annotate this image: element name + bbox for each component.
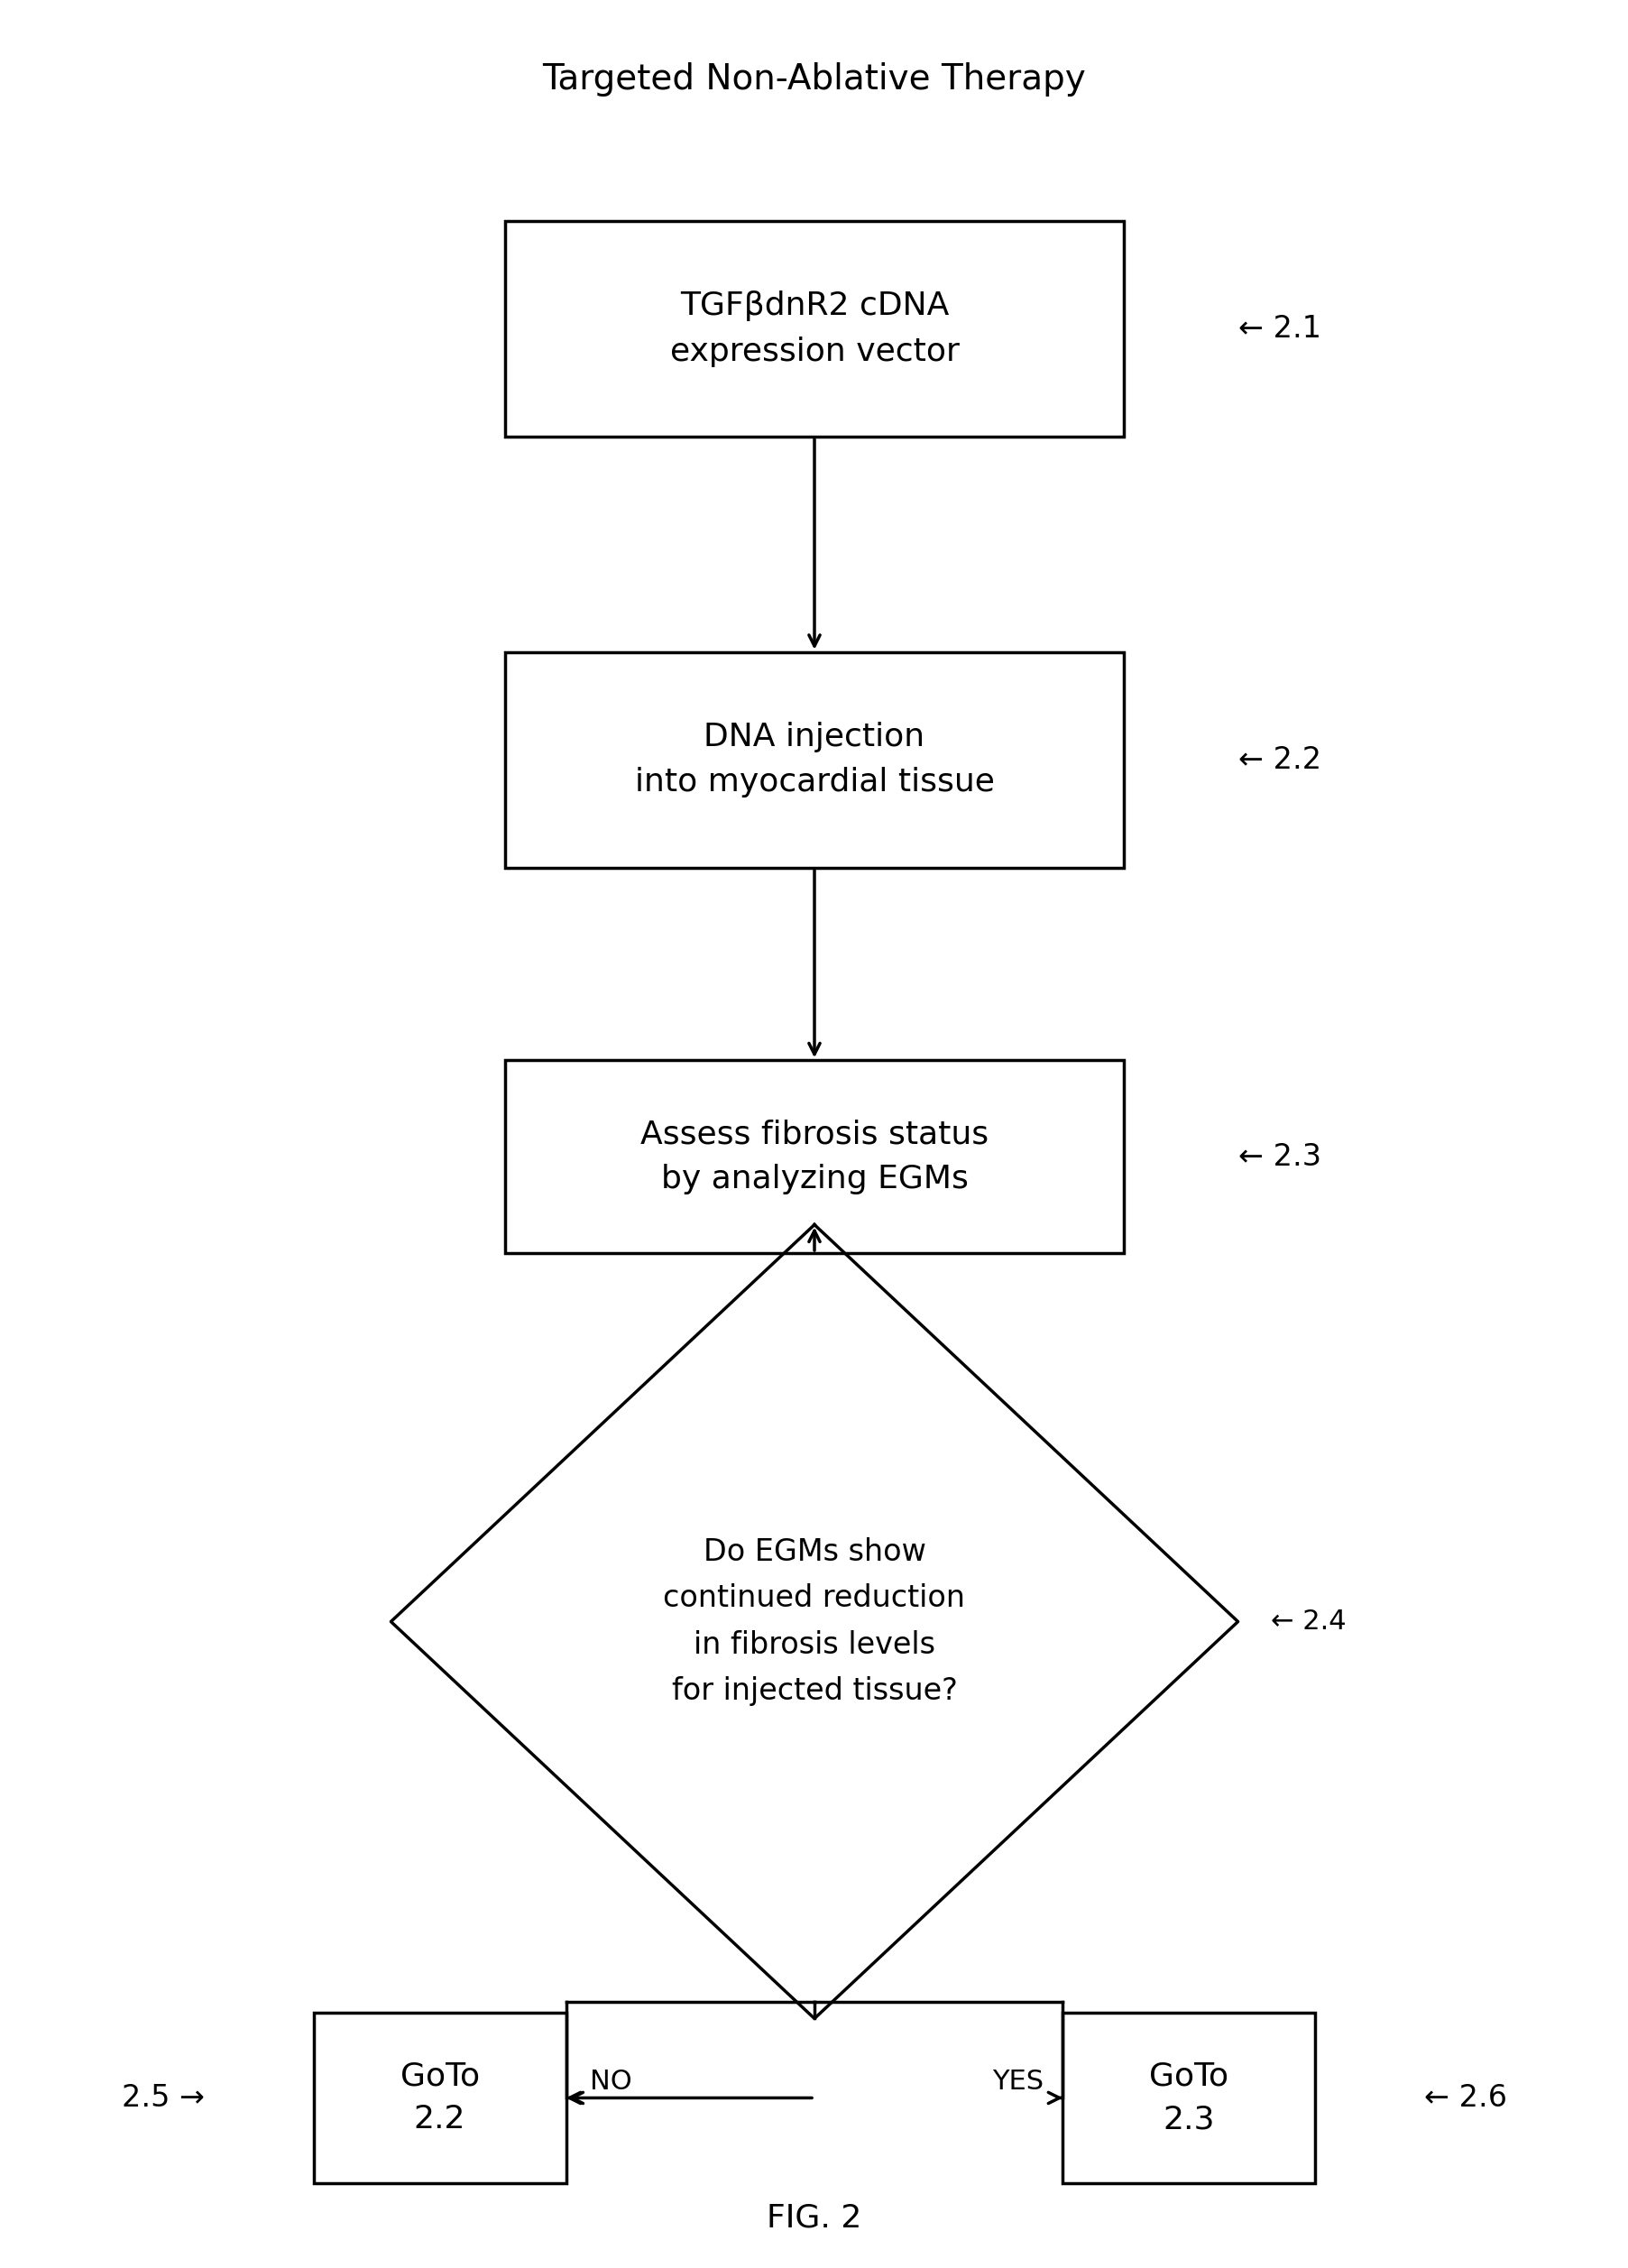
Text: FIG. 2: FIG. 2 [767, 2202, 861, 2234]
Text: TGFβdnR2 cDNA
expression vector: TGFβdnR2 cDNA expression vector [669, 290, 959, 367]
Text: ← 2.1: ← 2.1 [1237, 313, 1320, 345]
Bar [505, 220, 1123, 435]
Text: ← 2.3: ← 2.3 [1237, 1141, 1320, 1173]
Text: NO: NO [589, 2068, 632, 2096]
Text: GoTo
2.3: GoTo 2.3 [1149, 2062, 1228, 2134]
Text: YES: YES [991, 2068, 1044, 2096]
Bar [1061, 2014, 1315, 2182]
Bar [313, 2014, 567, 2182]
Text: Targeted Non-Ablative Therapy: Targeted Non-Ablative Therapy [542, 61, 1086, 98]
Text: ← 2.2: ← 2.2 [1237, 744, 1320, 776]
Text: DNA injection
into myocardial tissue: DNA injection into myocardial tissue [635, 721, 993, 798]
Text: ← 2.4: ← 2.4 [1270, 1608, 1345, 1635]
Text: ← 2.6: ← 2.6 [1424, 2082, 1506, 2114]
Text: 2.5 →: 2.5 → [122, 2082, 204, 2114]
Text: Assess fibrosis status
by analyzing EGMs: Assess fibrosis status by analyzing EGMs [640, 1118, 988, 1195]
Text: GoTo
2.2: GoTo 2.2 [400, 2062, 479, 2134]
Bar [505, 1061, 1123, 1252]
Text: Do EGMs show
continued reduction
in fibrosis levels
for injected tissue?: Do EGMs show continued reduction in fibr… [663, 1538, 965, 1706]
Bar [505, 651, 1123, 866]
